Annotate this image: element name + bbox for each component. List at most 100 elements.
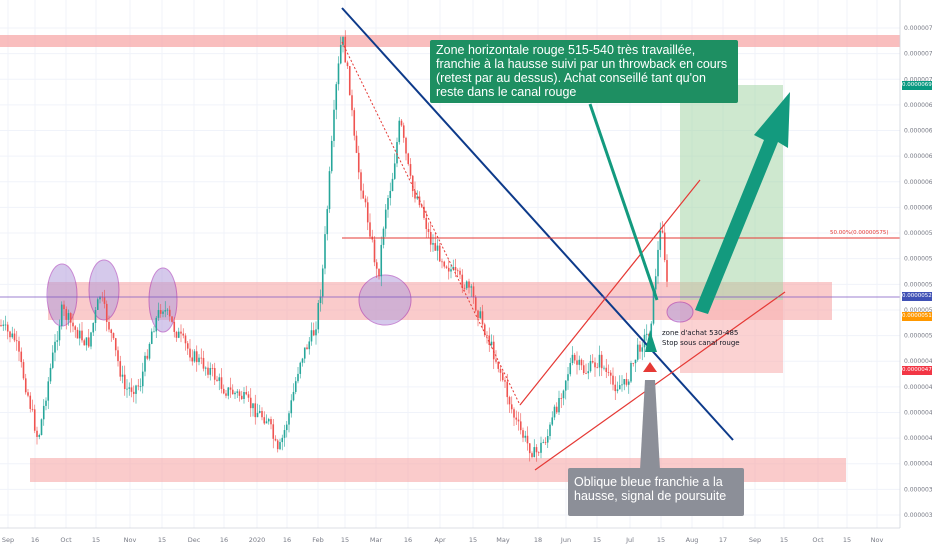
candle-body <box>2 324 5 326</box>
candle-body <box>198 357 200 363</box>
y-tick-label: 0.00000480 <box>904 358 932 365</box>
candle-body <box>387 198 389 210</box>
candle-body <box>6 324 9 332</box>
candle-body <box>639 344 641 352</box>
candle-body <box>564 380 567 391</box>
candle-body <box>87 337 90 347</box>
candle-body <box>200 357 203 359</box>
candle-body <box>63 304 65 310</box>
candle-body <box>254 403 257 418</box>
candle-body <box>110 329 113 334</box>
x-tick-label: Jun <box>560 536 571 544</box>
candle-body <box>497 361 500 369</box>
candle-body <box>621 384 623 386</box>
candle-body <box>569 363 572 375</box>
candle-body <box>506 381 509 398</box>
candle-body <box>603 367 605 369</box>
candle-body <box>492 341 495 360</box>
x-tick-label: 16 <box>404 536 412 544</box>
candle-body <box>213 368 216 380</box>
y-tick-label: 0.00000640 <box>904 153 932 160</box>
candle-body <box>382 228 385 245</box>
candle-body <box>78 330 81 339</box>
candle-body <box>333 109 335 141</box>
candle-body <box>148 343 151 359</box>
candle-body <box>186 343 189 349</box>
candle-body <box>128 387 131 389</box>
candle-body <box>508 397 511 405</box>
candle-body <box>229 387 232 390</box>
candle-body <box>360 172 362 191</box>
price-tag-blue: 0.00000529 <box>902 292 932 301</box>
candle-body <box>265 421 268 424</box>
candle-body <box>519 421 522 431</box>
candle-body <box>276 440 279 450</box>
candle-body <box>258 410 261 413</box>
candle-body <box>303 347 306 359</box>
candle-body <box>481 311 484 325</box>
x-tick-label: 15 <box>843 536 851 544</box>
y-tick-label: 0.00000580 <box>904 230 932 237</box>
candle-body <box>535 447 538 453</box>
candle-body <box>171 316 173 322</box>
candle-body <box>69 313 72 323</box>
candle-body <box>126 388 128 390</box>
grey-callout-pointer <box>640 380 660 470</box>
y-tick-label: 0.00000440 <box>904 409 932 416</box>
candle-body <box>99 296 101 300</box>
candle-body <box>411 175 414 192</box>
highlight-ellipse <box>88 259 120 321</box>
candle-body <box>58 325 61 341</box>
candle-body <box>499 368 502 373</box>
candle-body <box>177 331 180 338</box>
candle-body <box>641 347 644 352</box>
x-tick-label: 15 <box>469 536 477 544</box>
candle-body <box>562 390 565 399</box>
candle-body <box>182 333 185 336</box>
green-annotation-text: Zone horizontale rouge 515-540 très trav… <box>436 43 728 99</box>
fib-label: 50.00%(0.00000575) <box>830 230 889 236</box>
candle-body <box>580 359 583 366</box>
candle-body <box>65 309 68 320</box>
candle-body <box>315 329 317 336</box>
candle-body <box>119 361 122 377</box>
candle-body <box>166 309 169 311</box>
candle-body <box>150 331 153 344</box>
candle-body <box>587 371 590 374</box>
candle-body <box>38 434 41 437</box>
candle-body <box>243 392 245 400</box>
candle-body <box>537 452 540 454</box>
candle-body <box>117 350 119 362</box>
x-tick-label: Dec <box>188 536 201 544</box>
candle-body <box>515 417 518 420</box>
candle-body <box>441 261 443 263</box>
y-tick-label: 0.00000420 <box>904 435 932 442</box>
grey-annotation-box[interactable]: Oblique bleue franchie a la hausse, sign… <box>568 468 744 516</box>
candle-body <box>256 412 259 418</box>
candle-body <box>357 152 360 173</box>
candle-body <box>76 329 79 339</box>
candle-body <box>652 289 655 324</box>
green-annotation-box[interactable]: Zone horizontale rouge 515-540 très trav… <box>430 40 738 103</box>
candle-body <box>328 171 331 210</box>
grey-annotation-text: Oblique bleue franchie a la hausse, sign… <box>574 475 727 503</box>
candle-body <box>389 191 392 199</box>
y-tick-label: 0.00000560 <box>904 256 932 263</box>
candle-body <box>342 36 344 46</box>
candle-body <box>175 331 178 338</box>
highlight-ellipse <box>148 267 178 333</box>
candle-body <box>40 419 43 435</box>
x-tick-label: 15 <box>657 536 665 544</box>
candle-body <box>195 351 198 363</box>
x-tick-label: 18 <box>534 536 542 544</box>
candle-body <box>393 163 396 179</box>
candle-body <box>33 409 36 431</box>
candle-body <box>454 267 457 271</box>
candle-body <box>56 340 59 342</box>
candle-body <box>292 391 295 401</box>
candle-body <box>306 347 308 350</box>
candle-body <box>348 66 351 96</box>
candle-body <box>596 367 599 369</box>
candle-body <box>585 373 587 374</box>
